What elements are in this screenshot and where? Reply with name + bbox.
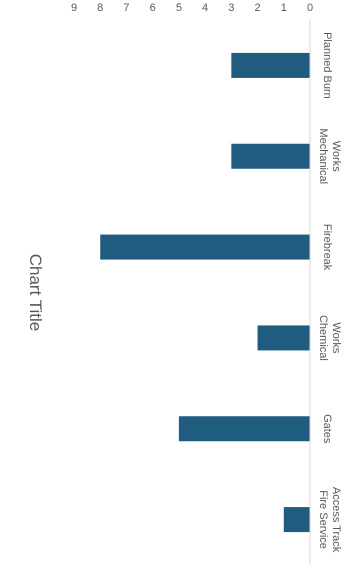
category-label: Fire ServiceAccess Track <box>317 487 342 553</box>
bars-layer <box>100 52 310 533</box>
bar <box>178 416 310 442</box>
value-tick-label: 8 <box>97 2 103 14</box>
bar <box>231 143 310 169</box>
category-label: Firebreak <box>321 224 333 271</box>
value-tick-label: 6 <box>150 2 156 14</box>
value-tick-label: 9 <box>71 2 77 14</box>
value-tick-label: 3 <box>228 2 234 14</box>
bar <box>231 52 310 78</box>
category-label: MechanicalWorks <box>317 128 342 184</box>
chart-title: Chart Title <box>26 254 45 331</box>
bar <box>100 234 310 260</box>
value-axis-ticks: 0 1 2 3 4 5 6 7 8 9 <box>71 2 313 14</box>
category-label: Gates <box>321 414 333 444</box>
category-label: Planned Burn <box>321 32 333 99</box>
bar <box>283 507 310 533</box>
bar <box>257 325 310 351</box>
category-label: ChemicalWorks <box>317 315 342 361</box>
category-labels: Planned Burn MechanicalWorks Firebreak Chem… <box>317 32 342 553</box>
value-tick-label: 2 <box>254 2 260 14</box>
value-tick-label: 5 <box>176 2 182 14</box>
value-tick-label: 7 <box>123 2 129 14</box>
value-tick-label: 1 <box>281 2 287 14</box>
value-tick-label: 4 <box>202 2 208 14</box>
value-tick-label: 0 <box>307 2 313 14</box>
